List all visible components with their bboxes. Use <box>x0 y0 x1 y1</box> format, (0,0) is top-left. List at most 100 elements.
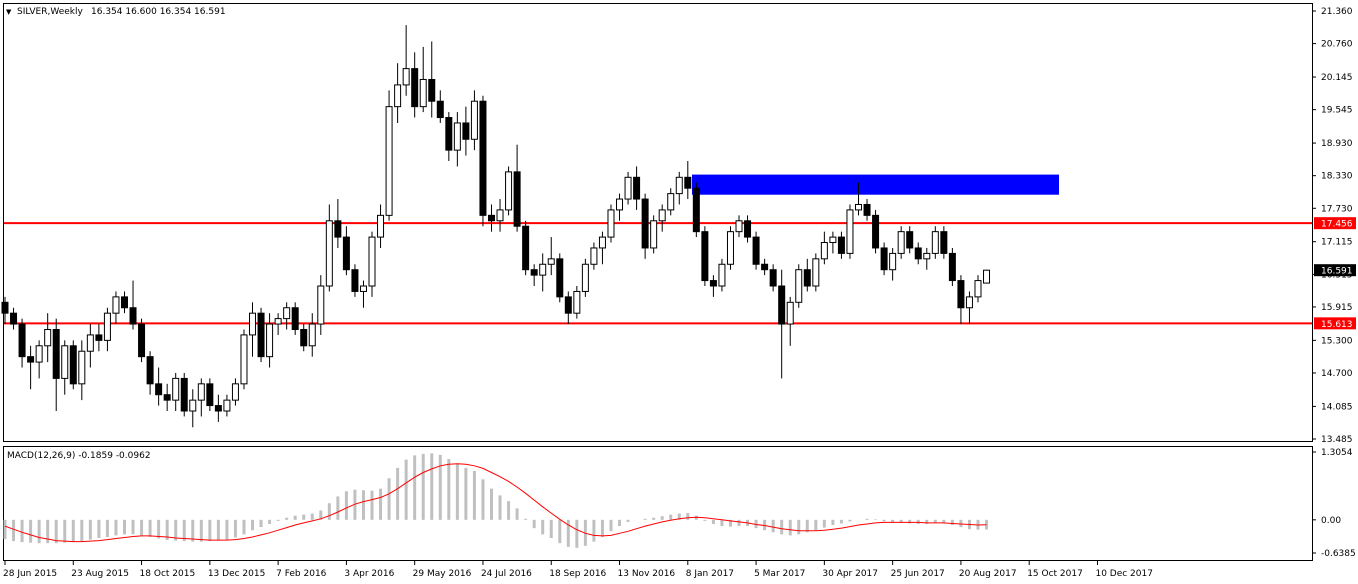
candle-body-bull <box>965 296 973 309</box>
candle-body-bull <box>274 318 282 325</box>
price-marker-label: 15.613 <box>1321 320 1353 330</box>
time-tick-label: 5 Mar 2017 <box>754 569 805 579</box>
candle-body-bull <box>35 345 43 363</box>
macd-tick-label: 0.00 <box>1321 516 1341 526</box>
candle-body-bull <box>675 176 683 195</box>
candle-body-bull <box>735 220 743 233</box>
price-tick-label: 13.485 <box>1321 435 1353 445</box>
candle-body-bear <box>428 78 436 102</box>
time-tick-label: 25 Jun 2017 <box>891 569 945 579</box>
candle-body-bear <box>69 345 77 385</box>
candle <box>394 63 402 123</box>
candle-body-bull <box>539 263 547 276</box>
candle <box>180 372 188 417</box>
candle <box>786 296 794 346</box>
candle <box>385 90 393 221</box>
candle-body-bear <box>556 258 564 298</box>
candle-body-bear <box>487 214 495 222</box>
symbol-label: SILVER,Weekly <box>17 7 84 17</box>
price-marker-label: 17.456 <box>1321 220 1353 230</box>
candle <box>120 291 128 314</box>
candle-body-bull <box>820 242 828 260</box>
candle-body-bear <box>10 312 18 325</box>
candle-body-bull <box>855 203 862 211</box>
candle <box>249 302 257 357</box>
candle <box>103 307 111 352</box>
time-tick-label: 24 Jul 2016 <box>481 569 532 579</box>
candle-body-bear <box>351 269 359 292</box>
candle-body-bull <box>718 263 726 287</box>
candle <box>27 345 35 390</box>
price-tick-label: 21.360 <box>1321 7 1353 17</box>
price-marker-bg <box>1314 264 1356 277</box>
candle <box>897 226 905 259</box>
candle-body-bear <box>445 117 453 151</box>
candle-body-bull <box>581 263 589 292</box>
candle-body-bear <box>300 328 308 347</box>
candle-body-bear <box>436 100 444 119</box>
candle-body-bull <box>974 280 982 298</box>
macd-tick-label: -0.6385 <box>1321 549 1356 559</box>
candle-body-bull <box>103 312 111 341</box>
price-tick-label: 14.700 <box>1321 369 1353 379</box>
time-tick-label: 10 Dec 2017 <box>1095 569 1153 579</box>
candle-body-bull <box>283 307 291 320</box>
candle-body-bear <box>633 176 641 200</box>
candle-body-bear <box>906 231 914 249</box>
candle-body-bear <box>206 383 214 407</box>
candle <box>957 275 965 325</box>
price-marker-label: 16.591 <box>1321 267 1353 277</box>
candle-body-bull <box>86 334 94 352</box>
candle <box>61 340 69 395</box>
candle <box>675 171 683 205</box>
price-tick-label: 20.760 <box>1321 40 1353 50</box>
candle <box>18 318 26 368</box>
candle <box>69 340 77 390</box>
candle <box>300 324 308 352</box>
candle <box>377 204 385 248</box>
candle <box>923 247 931 270</box>
candle <box>607 204 615 243</box>
candle <box>419 46 427 113</box>
candle <box>778 269 786 379</box>
price-tick-label: 20.145 <box>1321 73 1353 83</box>
candle <box>138 318 146 363</box>
collapse-arrow-icon[interactable]: ▼ <box>6 8 12 16</box>
candle-body-bear <box>180 377 188 412</box>
candle-body-bear <box>872 214 880 249</box>
candle <box>436 90 444 123</box>
candle <box>44 313 52 363</box>
candle <box>701 226 709 287</box>
candle-body-bull <box>231 383 239 401</box>
price-tick-label: 15.915 <box>1321 303 1353 313</box>
macd-pane-frame <box>3 446 1313 561</box>
candle <box>948 247 956 287</box>
candle <box>1 296 9 325</box>
candle-body-bull <box>496 209 504 222</box>
candle <box>78 340 86 401</box>
candle <box>172 372 180 412</box>
candle <box>581 258 589 297</box>
candle <box>667 188 675 216</box>
candle-body-bear <box>291 307 299 330</box>
candle-body-bear <box>564 296 572 314</box>
time-tick-label: 3 Apr 2016 <box>344 569 394 579</box>
price-tick-label: 18.930 <box>1321 139 1353 149</box>
candle <box>129 280 137 330</box>
candle-body-bull <box>377 214 385 238</box>
candle <box>274 313 282 335</box>
price-tick-label: 17.115 <box>1321 238 1353 248</box>
candle-body-bear <box>778 285 786 325</box>
candle-body-bull <box>402 68 410 86</box>
candle-body-bull <box>846 209 854 254</box>
candle-body-bear <box>769 269 777 287</box>
price-tick-label: 14.085 <box>1321 402 1353 412</box>
candle <box>513 144 521 232</box>
candle <box>146 351 154 395</box>
candle <box>206 378 214 412</box>
time-tick-label: 13 Dec 2015 <box>208 569 266 579</box>
candle <box>556 253 564 303</box>
candle <box>684 161 692 200</box>
candle-body-bull <box>667 193 675 211</box>
